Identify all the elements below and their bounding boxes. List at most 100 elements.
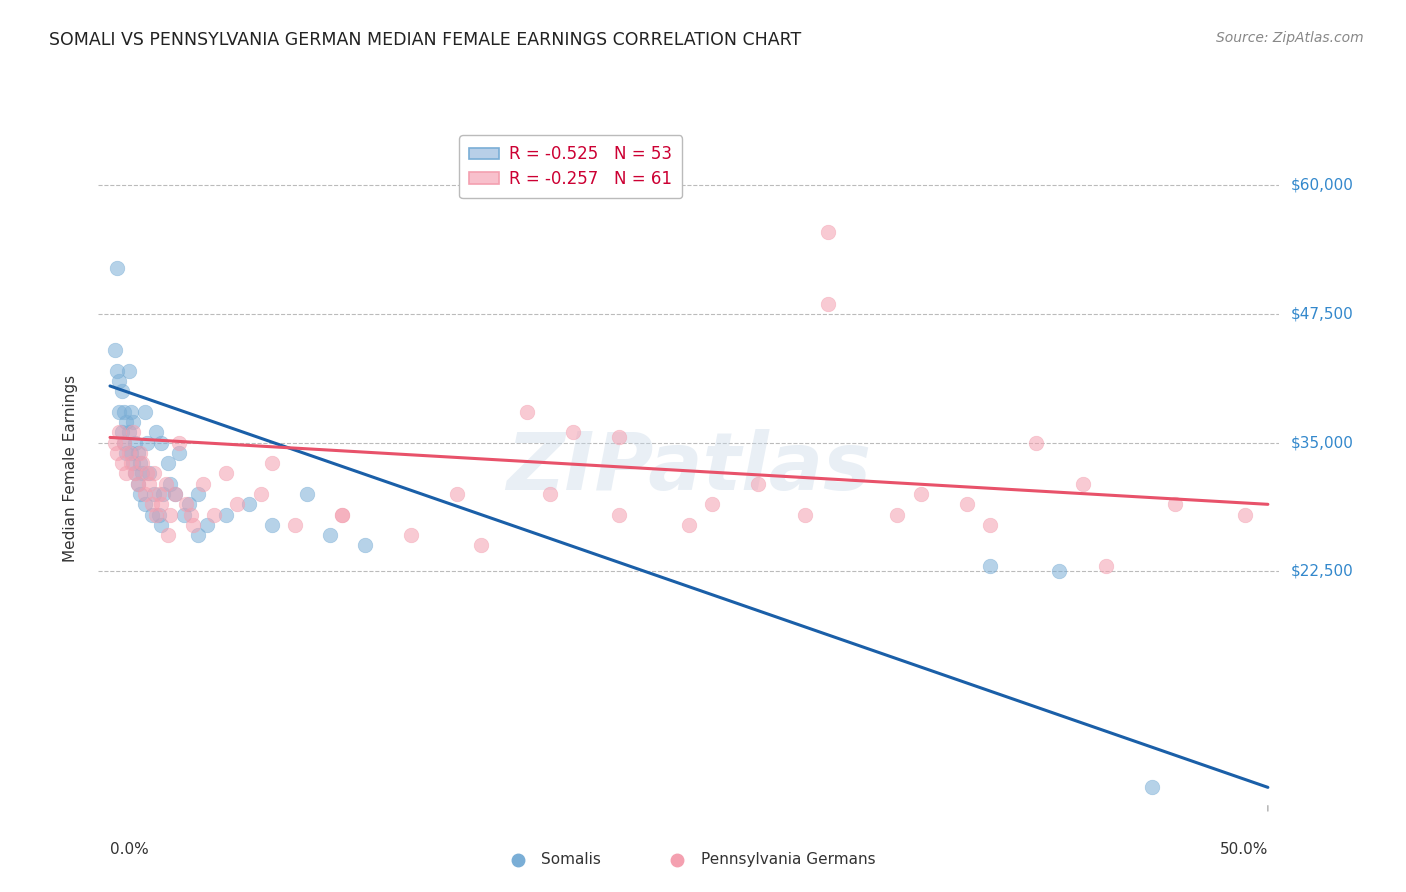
Text: Somalis: Somalis bbox=[541, 852, 602, 867]
Point bbox=[108, 405, 131, 419]
Point bbox=[678, 517, 700, 532]
Point bbox=[129, 487, 152, 501]
Point bbox=[148, 508, 170, 522]
Point bbox=[195, 517, 218, 532]
Point bbox=[747, 476, 769, 491]
Point bbox=[120, 456, 142, 470]
Point bbox=[215, 467, 238, 481]
Point bbox=[177, 497, 200, 511]
Point bbox=[105, 260, 128, 275]
Point bbox=[169, 435, 191, 450]
Point bbox=[115, 446, 138, 460]
Point bbox=[131, 467, 153, 481]
Point bbox=[129, 446, 152, 460]
Point bbox=[226, 497, 249, 511]
Point bbox=[143, 487, 166, 501]
Point bbox=[330, 508, 353, 522]
Point bbox=[169, 446, 191, 460]
Point bbox=[262, 456, 284, 470]
Point bbox=[122, 415, 145, 429]
Point bbox=[187, 528, 209, 542]
Point bbox=[1233, 508, 1256, 522]
Point bbox=[1071, 476, 1094, 491]
Point bbox=[238, 497, 260, 511]
Point bbox=[202, 508, 225, 522]
Point bbox=[149, 435, 172, 450]
Point bbox=[108, 374, 131, 388]
Point bbox=[143, 467, 166, 481]
Point bbox=[117, 446, 139, 460]
Point bbox=[141, 497, 163, 511]
Point bbox=[115, 467, 138, 481]
Point bbox=[134, 487, 156, 501]
Point bbox=[793, 508, 815, 522]
Legend: R = -0.525   N = 53, R = -0.257   N = 61: R = -0.525 N = 53, R = -0.257 N = 61 bbox=[460, 136, 682, 198]
Point bbox=[149, 497, 172, 511]
Point bbox=[127, 476, 149, 491]
Point bbox=[183, 517, 205, 532]
Point bbox=[112, 435, 135, 450]
Point bbox=[180, 508, 202, 522]
Point bbox=[122, 456, 145, 470]
Text: Pennsylvania Germans: Pennsylvania Germans bbox=[700, 852, 876, 867]
Point bbox=[319, 528, 342, 542]
Point bbox=[155, 476, 177, 491]
Point bbox=[187, 487, 209, 501]
Text: $60,000: $60,000 bbox=[1291, 178, 1354, 193]
Text: $47,500: $47,500 bbox=[1291, 307, 1354, 321]
Point bbox=[134, 497, 156, 511]
Point bbox=[1164, 497, 1187, 511]
Point bbox=[117, 425, 139, 440]
Point bbox=[124, 435, 146, 450]
Point bbox=[104, 343, 127, 357]
Point bbox=[112, 435, 135, 450]
Point bbox=[609, 430, 631, 444]
Text: 50.0%: 50.0% bbox=[1219, 842, 1268, 856]
Point bbox=[1049, 564, 1071, 578]
Point bbox=[145, 508, 167, 522]
Point bbox=[817, 296, 839, 310]
Point bbox=[249, 487, 271, 501]
Text: ZIPatlas: ZIPatlas bbox=[506, 429, 872, 508]
Point bbox=[104, 435, 127, 450]
Point bbox=[1140, 780, 1163, 795]
Point bbox=[191, 476, 214, 491]
Point bbox=[124, 467, 146, 481]
Point bbox=[110, 456, 132, 470]
Point bbox=[124, 467, 146, 481]
Point bbox=[110, 384, 132, 398]
Point bbox=[295, 487, 318, 501]
Text: Source: ZipAtlas.com: Source: ZipAtlas.com bbox=[1216, 31, 1364, 45]
Point bbox=[131, 456, 153, 470]
Point bbox=[1094, 559, 1116, 574]
Point bbox=[886, 508, 908, 522]
Point bbox=[330, 508, 353, 522]
Point bbox=[910, 487, 932, 501]
Point bbox=[516, 405, 538, 419]
Point bbox=[152, 487, 174, 501]
Point bbox=[105, 446, 128, 460]
Point bbox=[1025, 435, 1047, 450]
Text: SOMALI VS PENNSYLVANIA GERMAN MEDIAN FEMALE EARNINGS CORRELATION CHART: SOMALI VS PENNSYLVANIA GERMAN MEDIAN FEM… bbox=[49, 31, 801, 49]
Point bbox=[353, 539, 375, 553]
Point bbox=[148, 487, 170, 501]
Point bbox=[399, 528, 422, 542]
Point bbox=[163, 487, 186, 501]
Point bbox=[138, 467, 160, 481]
Point bbox=[979, 517, 1001, 532]
Point bbox=[156, 456, 179, 470]
Point bbox=[120, 446, 142, 460]
Point bbox=[122, 425, 145, 440]
Point bbox=[149, 517, 172, 532]
Point bbox=[215, 508, 238, 522]
Point bbox=[446, 487, 468, 501]
Text: $35,000: $35,000 bbox=[1291, 435, 1354, 450]
Point bbox=[136, 435, 159, 450]
Point bbox=[159, 476, 181, 491]
Text: 0.0%: 0.0% bbox=[110, 842, 149, 856]
Point bbox=[138, 476, 160, 491]
Point bbox=[156, 528, 179, 542]
Point bbox=[163, 487, 186, 501]
Point bbox=[176, 497, 198, 511]
Point bbox=[115, 415, 138, 429]
